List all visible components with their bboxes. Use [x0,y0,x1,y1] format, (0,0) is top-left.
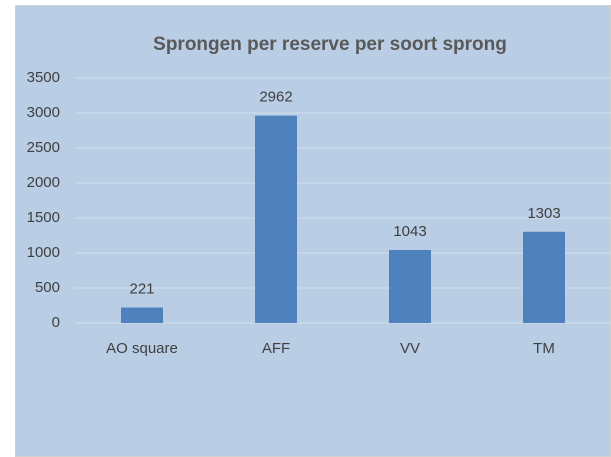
chart-area [15,5,611,457]
y-tick-label: 3000 [27,104,60,121]
y-tick-label: 2500 [27,139,60,156]
x-tick-label: TM [533,340,555,357]
bar [389,249,431,323]
bar [523,231,565,323]
x-tick-label: AFF [262,340,290,357]
y-tick-label: 2000 [27,174,60,191]
data-label: 221 [129,280,154,297]
y-tick-label: 500 [35,279,60,296]
data-label: 2962 [259,89,292,106]
y-tick-label: 3500 [27,69,60,86]
bar [255,115,297,323]
data-label: 1043 [393,223,426,240]
x-tick-label: AO square [106,340,178,357]
data-label: 1303 [527,205,560,222]
x-tick-label: VV [400,340,420,357]
y-tick-label: 0 [52,314,60,331]
chart-title: Sprongen per reserve per soort sprong [153,34,507,55]
bar [121,307,163,323]
y-tick-label: 1000 [27,244,60,261]
y-tick-label: 1500 [27,209,60,226]
